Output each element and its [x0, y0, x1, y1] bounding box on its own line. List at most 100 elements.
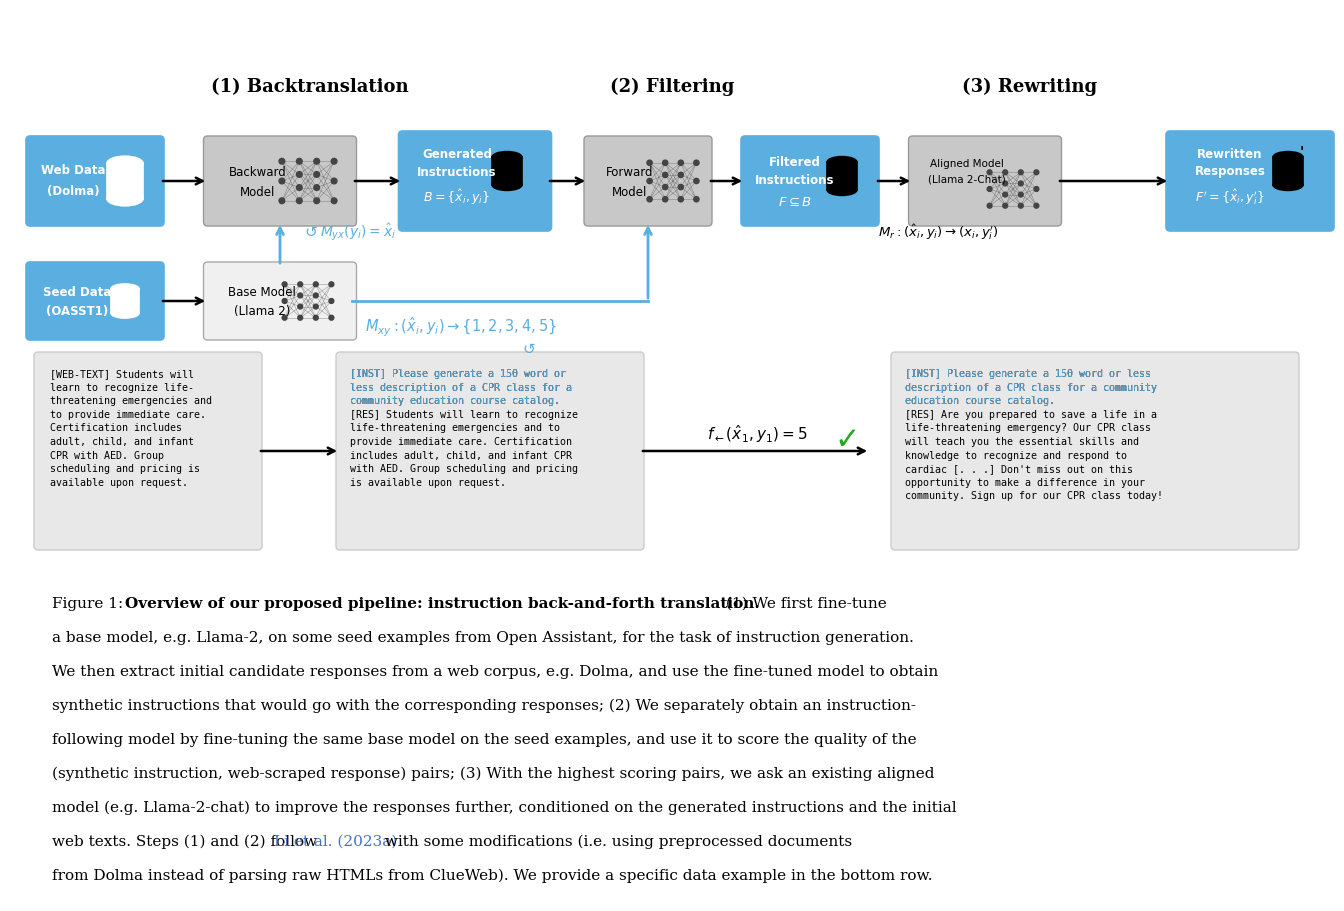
Circle shape	[298, 305, 302, 310]
Circle shape	[663, 173, 668, 179]
Ellipse shape	[492, 152, 521, 164]
Text: Model: Model	[241, 185, 276, 199]
Text: (3) Rewriting: (3) Rewriting	[962, 77, 1098, 96]
Text: following model by fine-tuning the same base model on the seed examples, and use: following model by fine-tuning the same …	[52, 732, 917, 746]
Circle shape	[313, 316, 319, 321]
Circle shape	[679, 161, 684, 166]
Circle shape	[1019, 182, 1023, 187]
Text: $\circlearrowleft$: $\circlearrowleft$	[302, 224, 319, 240]
Text: [INST] Please generate a 150 word or less
description of a CPR class for a commu: [INST] Please generate a 150 word or les…	[905, 369, 1157, 405]
Text: [INST] Please generate a 150 word or less
description of a CPR class for a commu: [INST] Please generate a 150 word or les…	[905, 369, 1163, 501]
Polygon shape	[108, 164, 142, 200]
Circle shape	[1003, 182, 1008, 187]
Text: $F \subseteq B$: $F \subseteq B$	[778, 195, 812, 209]
Circle shape	[1019, 193, 1023, 198]
Circle shape	[331, 179, 337, 185]
Ellipse shape	[827, 185, 857, 196]
Ellipse shape	[112, 284, 138, 294]
FancyBboxPatch shape	[203, 137, 356, 227]
Circle shape	[282, 299, 288, 304]
Circle shape	[646, 198, 652, 202]
Polygon shape	[827, 163, 857, 190]
Text: $M_{yx}(y_i) = \hat{x}_i$: $M_{yx}(y_i) = \hat{x}_i$	[320, 221, 396, 242]
Circle shape	[297, 172, 302, 178]
Text: We then extract initial candidate responses from a web corpus, e.g. Dolma, and u: We then extract initial candidate respon…	[52, 664, 938, 679]
Polygon shape	[112, 290, 138, 313]
Text: $f_{\leftarrow}(\hat{x}_1, y_1) = 5$: $f_{\leftarrow}(\hat{x}_1, y_1) = 5$	[707, 423, 808, 445]
Circle shape	[280, 159, 285, 165]
Text: $B = \{\hat{x}_i, y_i\}$: $B = \{\hat{x}_i, y_i\}$	[423, 188, 491, 206]
Text: $M_r : (\hat{x}_i, y_i) \rightarrow (x_i, y_i^\prime)$: $M_r : (\hat{x}_i, y_i) \rightarrow (x_i…	[878, 222, 999, 241]
Ellipse shape	[112, 309, 138, 319]
Text: Figure 1:: Figure 1:	[52, 597, 128, 610]
Circle shape	[314, 199, 320, 204]
Text: web texts. Steps (1) and (2) follow: web texts. Steps (1) and (2) follow	[52, 834, 323, 848]
Text: Model: Model	[613, 185, 648, 199]
Circle shape	[694, 161, 699, 166]
Circle shape	[313, 305, 319, 310]
Text: $M_{xy} : (\hat{x}_i, y_i) \rightarrow \{1,2,3,4,5\}$: $M_{xy} : (\hat{x}_i, y_i) \rightarrow \…	[366, 315, 556, 338]
FancyBboxPatch shape	[34, 353, 262, 550]
Text: (synthetic instruction, web-scraped response) pairs; (3) With the highest scorin: (synthetic instruction, web-scraped resp…	[52, 766, 934, 781]
Ellipse shape	[1273, 180, 1302, 191]
Circle shape	[282, 316, 288, 321]
FancyBboxPatch shape	[399, 132, 551, 231]
Circle shape	[679, 173, 684, 179]
FancyBboxPatch shape	[1167, 132, 1335, 231]
Circle shape	[280, 199, 285, 204]
Text: Base Model: Base Model	[228, 285, 296, 298]
Text: model (e.g. Llama-2-chat) to improve the responses further, conditioned on the g: model (e.g. Llama-2-chat) to improve the…	[52, 800, 957, 814]
Text: Backward: Backward	[228, 165, 286, 179]
Circle shape	[1034, 188, 1039, 192]
Ellipse shape	[108, 157, 142, 171]
Text: Web Data: Web Data	[40, 163, 105, 177]
Circle shape	[679, 198, 684, 202]
Ellipse shape	[108, 192, 142, 207]
Circle shape	[694, 179, 699, 184]
Text: Aligned Model: Aligned Model	[930, 159, 1004, 169]
Text: from Dolma instead of parsing raw HTMLs from ClueWeb). We provide a specific dat: from Dolma instead of parsing raw HTMLs …	[52, 868, 933, 883]
Text: $F' = \{\hat{x}_i, y_i'\}$: $F' = \{\hat{x}_i, y_i'\}$	[1195, 187, 1265, 207]
FancyBboxPatch shape	[336, 353, 644, 550]
Circle shape	[988, 204, 992, 209]
Circle shape	[280, 179, 285, 185]
Circle shape	[297, 159, 302, 165]
Circle shape	[646, 179, 652, 184]
Circle shape	[297, 199, 302, 204]
Text: (1) Backtranslation: (1) Backtranslation	[211, 78, 409, 96]
Text: a base model, e.g. Llama-2, on some seed examples from Open Assistant, for the t: a base model, e.g. Llama-2, on some seed…	[52, 630, 914, 644]
Circle shape	[298, 316, 302, 321]
Text: Rewritten: Rewritten	[1198, 148, 1263, 160]
Text: [WEB-TEXT] Students will
learn to recognize life-
threatening emergencies and
to: [WEB-TEXT] Students will learn to recogn…	[50, 369, 212, 487]
Circle shape	[988, 188, 992, 192]
Text: Instructions: Instructions	[417, 165, 497, 179]
Polygon shape	[1273, 159, 1302, 186]
Circle shape	[298, 293, 302, 299]
Text: Generated: Generated	[422, 148, 492, 160]
FancyBboxPatch shape	[891, 353, 1300, 550]
Circle shape	[1034, 170, 1039, 176]
Circle shape	[282, 282, 288, 287]
Circle shape	[1019, 204, 1023, 209]
Text: [INST] Please generate a 150 word or
less description of a CPR class for a
commu: [INST] Please generate a 150 word or les…	[349, 369, 578, 487]
Circle shape	[298, 282, 302, 287]
Circle shape	[329, 316, 333, 321]
Text: Instructions: Instructions	[755, 173, 835, 186]
FancyBboxPatch shape	[741, 137, 879, 227]
Circle shape	[679, 185, 684, 190]
Circle shape	[331, 159, 337, 165]
Text: (Dolma): (Dolma)	[47, 185, 99, 199]
Text: (2) Filtering: (2) Filtering	[610, 77, 734, 96]
Text: Forward: Forward	[606, 165, 653, 179]
FancyBboxPatch shape	[26, 262, 164, 341]
Text: (Llama 2): (Llama 2)	[234, 305, 290, 318]
Text: Li et al. (2023a): Li et al. (2023a)	[274, 834, 398, 848]
Text: Filtered: Filtered	[769, 156, 821, 169]
Polygon shape	[492, 159, 521, 186]
Circle shape	[1003, 204, 1008, 209]
FancyBboxPatch shape	[909, 137, 1062, 227]
Circle shape	[313, 293, 319, 299]
Circle shape	[313, 282, 319, 287]
Circle shape	[663, 185, 668, 190]
Circle shape	[1003, 170, 1008, 176]
